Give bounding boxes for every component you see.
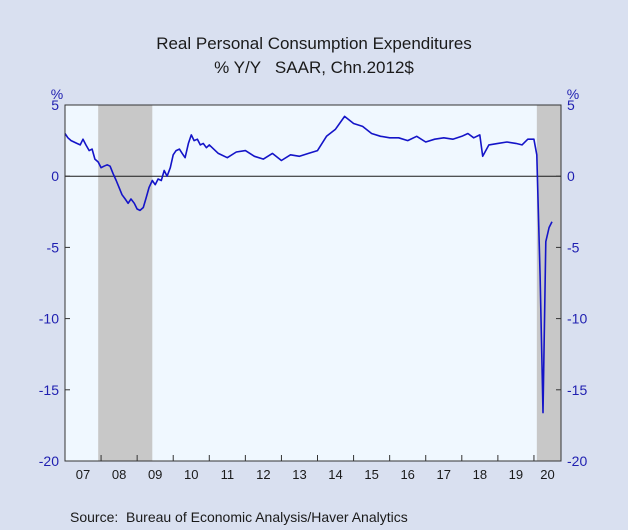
y-tick-label-right: -15 — [567, 382, 587, 398]
source-note: Source: Bureau of Economic Analysis/Have… — [70, 509, 408, 525]
x-tick-label: 07 — [76, 467, 90, 482]
plot-frame — [64, 104, 562, 462]
y-tick-label-left: 5 — [51, 97, 59, 113]
chart-title: Real Personal Consumption Expenditures — [156, 34, 472, 53]
plot-area — [64, 104, 562, 462]
series-layer — [64, 115, 553, 414]
x-tick-label: 11 — [221, 467, 235, 482]
x-axis: 07 08 09 10 11 12 13 14 15 16 17 18 19 20 — [76, 455, 555, 482]
x-tick-label: 09 — [148, 467, 162, 482]
x-tick-label: 15 — [364, 467, 378, 482]
x-tick-label: 14 — [328, 467, 342, 482]
y-unit-left: % — [51, 86, 63, 102]
x-tick-label: 20 — [540, 467, 554, 482]
y-tick-label-left: -10 — [39, 311, 59, 327]
x-tick-label: 08 — [112, 467, 126, 482]
y-tick-label-right: 5 — [567, 97, 575, 113]
y-tick-label-right: 0 — [567, 168, 575, 184]
y-axis-right: 5 0 -5 -10 -15 -20 — [556, 97, 587, 469]
recession-band — [98, 105, 153, 461]
y-tick-label-right: -10 — [567, 311, 587, 327]
y-tick-label-left: -20 — [39, 453, 59, 469]
y-axis-left: 5 0 -5 -10 -15 -20 — [39, 97, 70, 469]
y-tick-label-left: 0 — [51, 168, 59, 184]
y-tick-label-right: -20 — [567, 453, 587, 469]
x-tick-label: 13 — [292, 467, 306, 482]
x-tick-label: 16 — [400, 467, 414, 482]
x-tick-label: 17 — [437, 467, 451, 482]
x-tick-label: 18 — [473, 467, 487, 482]
y-tick-label-left: -15 — [39, 382, 59, 398]
series-line — [64, 115, 553, 414]
x-tick-label: 19 — [509, 467, 523, 482]
y-unit-right: % — [567, 86, 579, 102]
y-tick-label-left: -5 — [47, 239, 60, 255]
x-tick-label: 12 — [256, 467, 270, 482]
x-tick-label: 10 — [184, 467, 198, 482]
chart-subtitle: % Y/Y SAAR, Chn.2012$ — [214, 58, 414, 77]
y-tick-label-right: -5 — [567, 239, 580, 255]
